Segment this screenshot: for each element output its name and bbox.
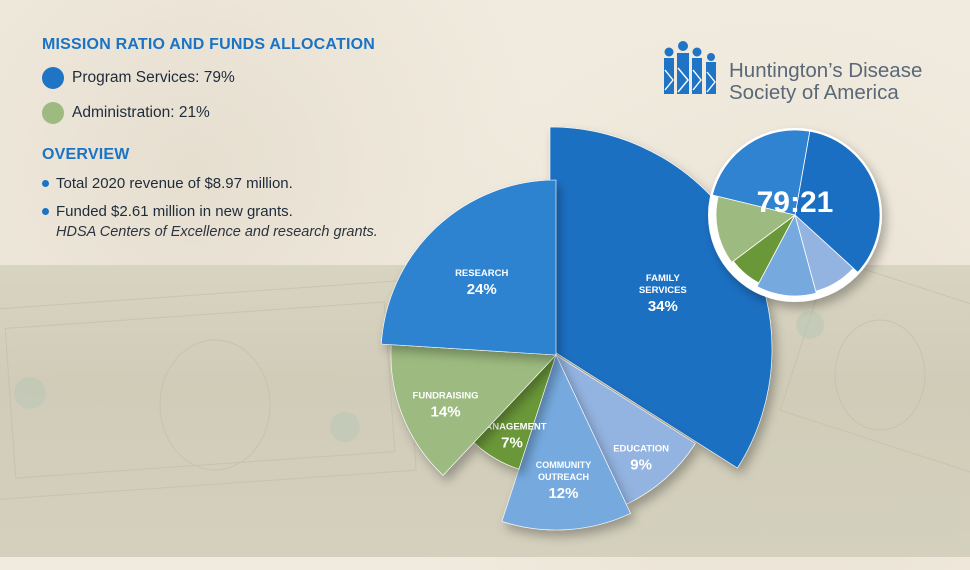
hdsa-people-logo-icon bbox=[664, 41, 716, 94]
logo-line-1: Huntington’s Disease bbox=[729, 59, 923, 82]
slice-name-label: MANAGEMENT bbox=[477, 421, 546, 432]
slice-name-label: FUNDRAISING bbox=[413, 391, 479, 402]
slice-percent-label: 12% bbox=[548, 485, 578, 502]
slice-percent-label: 7% bbox=[501, 434, 523, 451]
slice-research bbox=[381, 179, 557, 356]
bullet-icon bbox=[42, 180, 49, 187]
mini-pie-slice bbox=[715, 195, 796, 263]
info-panel: MISSION RATIO AND FUNDS ALLOCATION Progr… bbox=[42, 36, 442, 240]
overview-item-text: Total 2020 revenue of $8.97 million. bbox=[56, 175, 293, 192]
overview-item: Total 2020 revenue of $8.97 million. bbox=[42, 175, 442, 192]
mini-pie-slice bbox=[711, 129, 811, 216]
slice-percent-label: 9% bbox=[630, 457, 652, 474]
overview-title: OVERVIEW bbox=[42, 146, 130, 163]
slice-community-outreach bbox=[501, 354, 631, 531]
slice-fundraising bbox=[390, 344, 557, 476]
mission-ratio-label: 79:21 bbox=[757, 186, 834, 219]
mini-pie-slice bbox=[756, 213, 817, 297]
slice-percent-label: 34% bbox=[648, 298, 678, 315]
mission-title: MISSION RATIO AND FUNDS ALLOCATION bbox=[42, 36, 376, 53]
program-legend-swatch bbox=[42, 67, 64, 89]
slice-name-label: RESEARCH bbox=[455, 268, 508, 279]
mission-ratio-pie: 79:21 bbox=[708, 128, 882, 302]
slice-education bbox=[555, 354, 696, 505]
admin-legend-swatch bbox=[42, 102, 64, 124]
logo-line-2: Society of America bbox=[729, 81, 899, 104]
slice-name-label: FAMILY SERVICES bbox=[639, 273, 687, 296]
mini-pie-slice bbox=[794, 130, 881, 273]
slice-name-label: COMMUNITY OUTREACH bbox=[536, 460, 592, 482]
bullet-icon bbox=[42, 208, 49, 215]
overview-item-text: Funded $2.61 million in new grants. bbox=[56, 203, 293, 220]
slice-name-label: EDUCATION bbox=[613, 444, 669, 455]
program-legend-label: Program Services: 79% bbox=[72, 69, 235, 86]
overview-note: HDSA Centers of Excellence and research … bbox=[56, 224, 378, 240]
hdsa-logo: Huntington’s Disease Society of America bbox=[659, 40, 949, 104]
legend-item-program: Program Services: 79% bbox=[42, 67, 442, 89]
admin-legend-label: Administration: 21% bbox=[72, 104, 210, 121]
slice-percent-label: 14% bbox=[431, 404, 461, 421]
slice-percent-label: 24% bbox=[467, 281, 497, 298]
allocation-pie: FAMILY SERVICES 34% EDUCATION 9% COMMUNITY OUT… bbox=[381, 126, 773, 531]
overview-item: Funded $2.61 million in new grants. bbox=[42, 203, 442, 220]
logo-wordmark: Huntington’s Disease Society of America bbox=[729, 60, 922, 104]
legend-item-admin: Administration: 21% bbox=[42, 102, 442, 124]
